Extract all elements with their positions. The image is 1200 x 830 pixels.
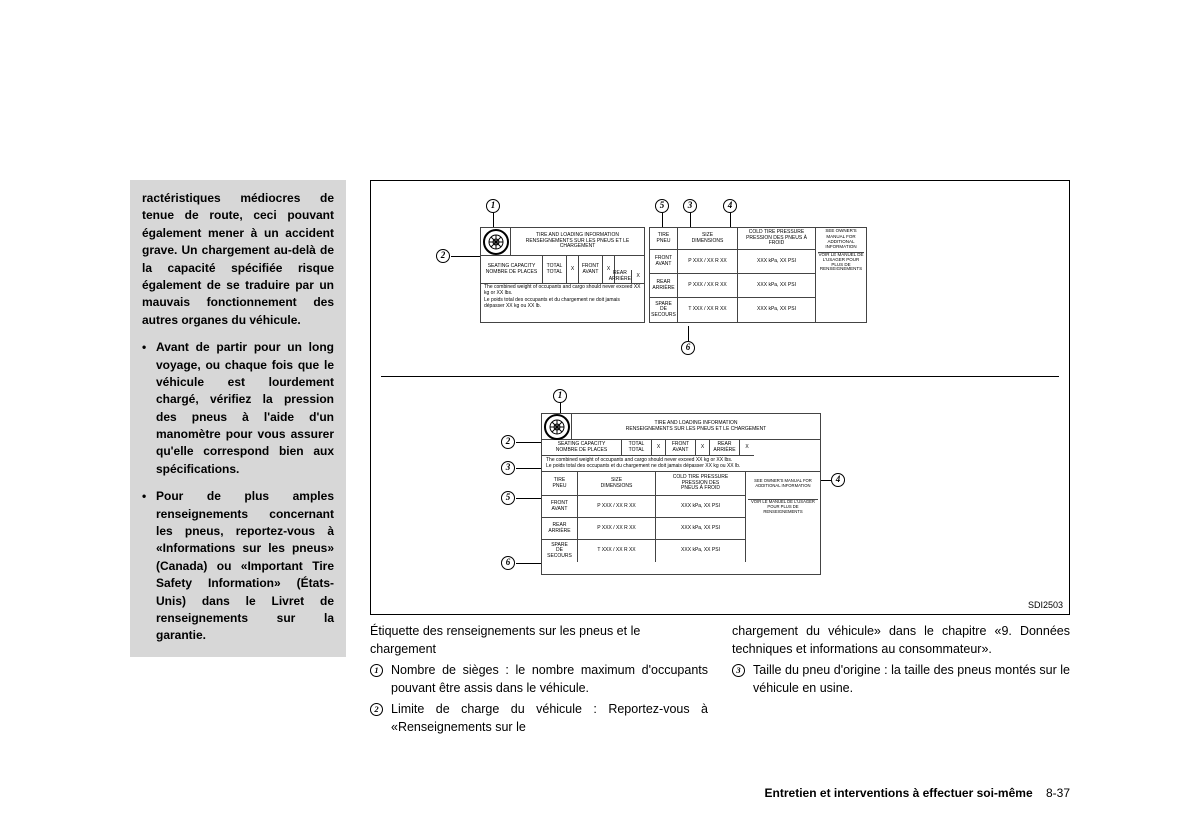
left-column: ractéristiques médiocres de tenue de rou… bbox=[130, 180, 346, 740]
page-footer: Entretien et interventions à effectuer s… bbox=[765, 786, 1070, 800]
owner-note: SEE OWNER'S MANUAL FOR ADDITIONAL INFORM… bbox=[818, 228, 864, 250]
leader bbox=[516, 442, 544, 443]
warning-continuation: ractéristiques médiocres de tenue de rou… bbox=[142, 190, 334, 329]
weight-note-en: The combined weight of occupants and car… bbox=[484, 285, 641, 296]
spare-size: T XXX / XX R XX bbox=[678, 298, 738, 322]
placard-top-left: TIRE AND LOADING INFORMATION RENSEIGNEME… bbox=[480, 227, 645, 323]
callout-6-bot: 6 bbox=[501, 556, 515, 570]
warning-bullet-2: Pour de plus amples renseignements conce… bbox=[142, 488, 334, 645]
tire-icon bbox=[482, 228, 510, 256]
front-press: XXX kPa, XX PSI bbox=[738, 250, 816, 274]
caption-col-2: chargement du véhicule» dans le chapitre… bbox=[732, 623, 1070, 740]
callout-3-top: 3 bbox=[683, 199, 697, 213]
rear-size: P XXX / XX R XX bbox=[678, 274, 738, 298]
page-content: ractéristiques médiocres de tenue de rou… bbox=[130, 180, 1070, 740]
caption-num-3: 3 bbox=[732, 664, 745, 677]
leader bbox=[516, 498, 544, 499]
warning-box: ractéristiques médiocres de tenue de rou… bbox=[130, 180, 346, 657]
callout-6-top: 6 bbox=[681, 341, 695, 355]
leader bbox=[688, 326, 689, 341]
caption-num-2: 2 bbox=[370, 703, 383, 716]
tire-placard-diagram: SDI2503 1 2 5 3 4 6 bbox=[370, 180, 1070, 615]
caption-title: Étiquette des renseignements sur les pne… bbox=[370, 623, 708, 658]
diagram-code: SDI2503 bbox=[1028, 601, 1063, 611]
weight-note-fr: Le poids total des occupants et du charg… bbox=[484, 298, 641, 309]
callout-4-top: 4 bbox=[723, 199, 737, 213]
placard-header-fr: RENSEIGNEMENTS SUR LES PNEUS ET LE CHARG… bbox=[513, 239, 642, 250]
spare-press: XXX kPa, XX PSI bbox=[738, 298, 816, 322]
tire-icon bbox=[543, 413, 571, 441]
caption-text-2: Limite de charge du véhicule : Reportez-… bbox=[391, 701, 708, 736]
right-column: SDI2503 1 2 5 3 4 6 bbox=[370, 180, 1070, 740]
leader bbox=[516, 563, 544, 564]
callout-5-top: 5 bbox=[655, 199, 669, 213]
callout-1-top: 1 bbox=[486, 199, 500, 213]
caption-col-1: Étiquette des renseignements sur les pne… bbox=[370, 623, 708, 740]
caption-text-3: Taille du pneu d'origine : la taille des… bbox=[753, 662, 1070, 697]
placard-top-right: TIREPNEU SIZEDIMENSIONS COLD TIRE PRESSU… bbox=[649, 227, 867, 323]
caption-text-1: Nombre de sièges : le nombre maximum d'o… bbox=[391, 662, 708, 697]
callout-4-bot: 4 bbox=[831, 473, 845, 487]
callout-1-bot: 1 bbox=[553, 389, 567, 403]
front-size: P XXX / XX R XX bbox=[678, 250, 738, 274]
caption-block: Étiquette des renseignements sur les pne… bbox=[370, 623, 1070, 740]
placard-bottom: TIRE AND LOADING INFORMATION RENSEIGNEME… bbox=[541, 413, 821, 575]
warning-bullet-1: Avant de partir pour un long voyage, ou … bbox=[142, 339, 334, 478]
callout-5-bot: 5 bbox=[501, 491, 515, 505]
callout-2-top: 2 bbox=[436, 249, 450, 263]
callout-3-bot: 3 bbox=[501, 461, 515, 475]
diagram-divider bbox=[381, 376, 1059, 377]
caption-text-2b: chargement du véhicule» dans le chapitre… bbox=[732, 623, 1070, 658]
footer-page: 8-37 bbox=[1046, 786, 1070, 800]
footer-section: Entretien et interventions à effectuer s… bbox=[765, 786, 1033, 800]
caption-num-1: 1 bbox=[370, 664, 383, 677]
rear-press: XXX kPa, XX PSI bbox=[738, 274, 816, 298]
leader bbox=[516, 468, 544, 469]
callout-2-bot: 2 bbox=[501, 435, 515, 449]
